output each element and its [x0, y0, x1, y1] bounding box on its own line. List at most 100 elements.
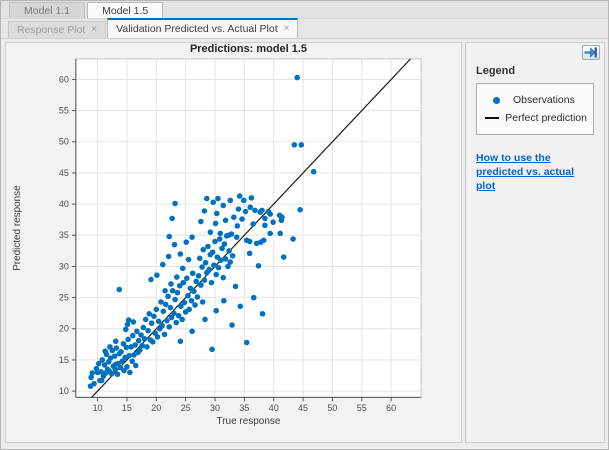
tab-validation-label: Validation Predicted vs. Actual Plot [116, 23, 278, 35]
observation-point [227, 259, 234, 265]
observation-point [195, 273, 202, 279]
observation-point [107, 344, 113, 350]
observation-point [243, 339, 250, 346]
observation-point [229, 322, 235, 328]
observation-point [172, 200, 178, 207]
close-icon[interactable]: × [91, 24, 98, 35]
observation-point [212, 220, 219, 227]
observation-point [199, 299, 206, 305]
observation-point [180, 279, 187, 286]
observation-point [239, 216, 245, 222]
observation-point [229, 253, 236, 259]
observation-point [165, 293, 171, 300]
observation-point [125, 317, 132, 323]
observation-point [192, 302, 198, 308]
observation-point [209, 346, 215, 353]
observation-point [99, 357, 106, 363]
observation-point [240, 197, 247, 204]
observation-point [181, 299, 188, 306]
x-tick-label: 25 [181, 403, 191, 413]
observation-point [212, 238, 218, 245]
scatter-plot[interactable]: 10 15 20 25 30 35 40 45 50 55 60 10 15 20 25 30 35 40 45 50… [6, 43, 461, 442]
observation-point [247, 204, 254, 211]
observation-point [201, 277, 208, 283]
observation-point [130, 332, 136, 339]
observation-point [175, 312, 182, 319]
observation-point [196, 255, 203, 262]
observation-point [165, 253, 172, 260]
observation-point [153, 306, 160, 313]
y-tick-label: 35 [59, 230, 69, 240]
undock-button[interactable] [582, 45, 600, 60]
observation-point [95, 360, 102, 367]
tab-model-1-5[interactable]: Model 1.5 [87, 2, 164, 18]
observation-point [112, 338, 119, 345]
observation-point [179, 316, 185, 323]
observation-point [233, 234, 240, 240]
observation-point [201, 208, 208, 214]
observation-point [173, 319, 180, 326]
observation-point [174, 274, 180, 280]
y-tick-label: 25 [59, 293, 69, 303]
undock-arrow-icon [584, 47, 597, 58]
observation-point [101, 362, 108, 368]
observation-point [114, 371, 121, 378]
observation-point [126, 352, 133, 359]
observation-point [259, 207, 265, 214]
observation-point [185, 292, 191, 299]
observation-point [132, 342, 138, 348]
observation-point [265, 208, 272, 215]
observation-point [246, 238, 253, 245]
observation-point [121, 367, 127, 374]
observation-point [276, 212, 283, 219]
observation-point [171, 310, 177, 316]
observation-point [118, 349, 124, 355]
observation-point [162, 287, 168, 294]
observation-point [209, 249, 216, 255]
observation-point [213, 271, 219, 278]
observation-point [102, 348, 108, 354]
x-axis-label: True response [217, 416, 281, 427]
legend-box: Observations Perfect prediction [476, 83, 594, 135]
observation-point [262, 215, 268, 222]
y-tick-label: 20 [59, 324, 69, 334]
observation-point [124, 364, 130, 370]
observation-point [137, 347, 143, 353]
observation-point [242, 208, 249, 215]
observation-point [188, 297, 195, 304]
observation-point [252, 207, 258, 214]
observation-point [194, 294, 201, 300]
observation-point [127, 369, 133, 376]
perfect-prediction-line-icon [483, 117, 501, 119]
observation-point [278, 217, 285, 224]
help-link[interactable]: How to use the predicted vs. actual plot [476, 152, 575, 193]
observation-point [154, 272, 160, 278]
observation-point [151, 313, 157, 320]
observation-point [189, 328, 195, 335]
observation-point [250, 294, 257, 301]
observation-point [177, 338, 184, 345]
observation-point [171, 241, 178, 248]
observation-point [280, 254, 287, 260]
observation-point [211, 262, 217, 268]
tab-validation-predicted-vs-actual[interactable]: Validation Predicted vs. Actual Plot × [107, 18, 299, 38]
observation-point [216, 236, 223, 242]
observation-point [130, 319, 137, 325]
observation-point [210, 199, 217, 206]
observation-point [159, 322, 165, 329]
y-tick-label: 45 [59, 168, 69, 178]
observation-point [158, 299, 164, 305]
observation-point [208, 279, 215, 286]
observation-point [116, 286, 123, 293]
observation-point [169, 215, 175, 222]
observation-point [120, 340, 127, 347]
observation-point [122, 326, 129, 333]
close-icon[interactable]: × [283, 23, 290, 34]
observation-point [183, 239, 190, 245]
tab-response-plot[interactable]: Response Plot × [8, 21, 107, 38]
tab-model-1-1[interactable]: Model 1.1 [9, 2, 86, 18]
observation-point [112, 366, 118, 373]
observation-point [98, 377, 105, 384]
observation-point [199, 264, 205, 270]
